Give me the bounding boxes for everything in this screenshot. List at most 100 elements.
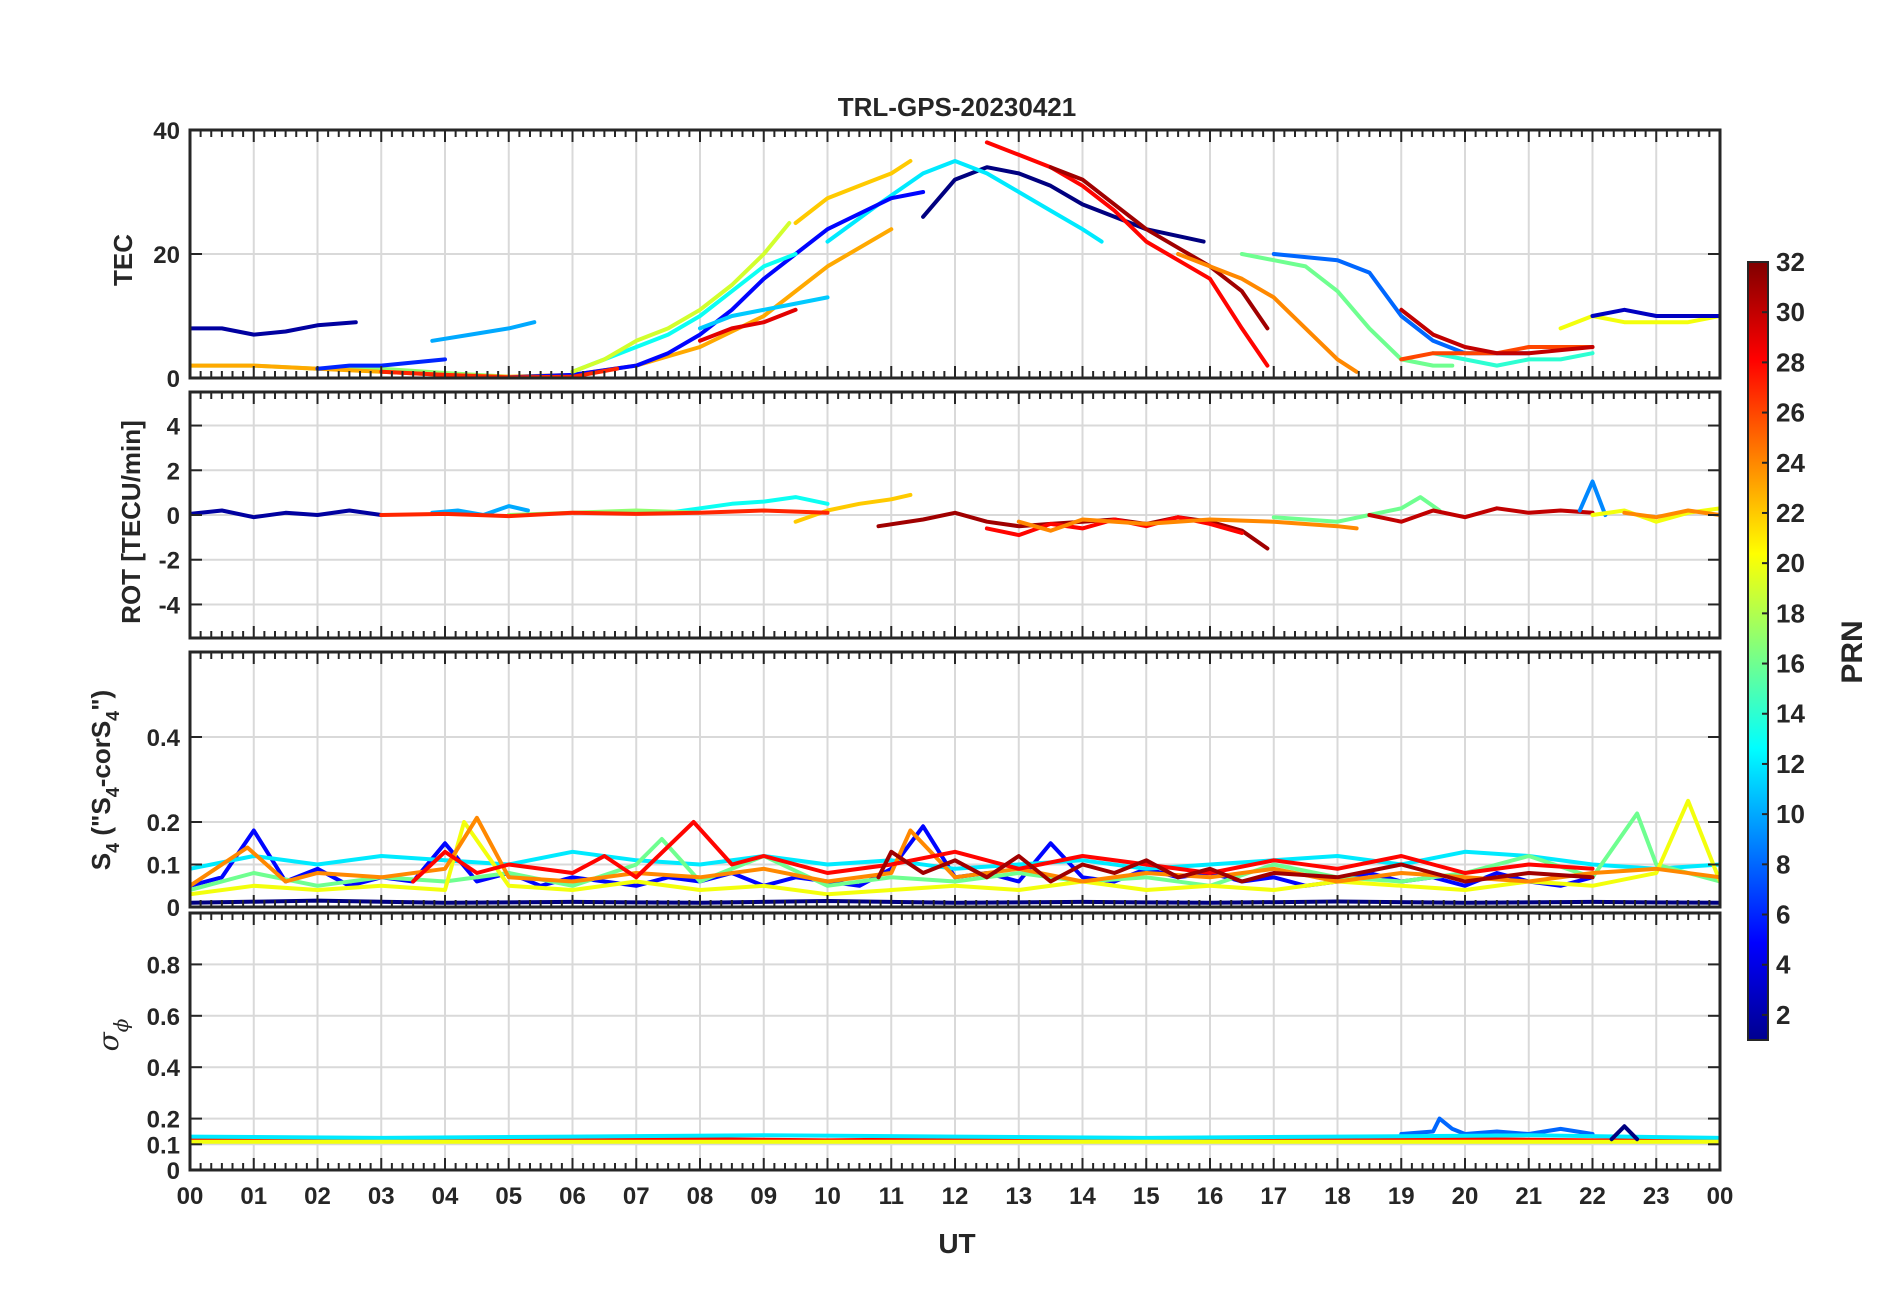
x-tick-label: 01 [240,1183,267,1210]
x-tick-label: 12 [942,1183,969,1210]
colorbar-tick-label: 12 [1776,749,1805,779]
y-tick-label: 0 [167,503,180,530]
series-line [1367,506,1595,524]
colorbar-tick-label: 16 [1776,649,1805,679]
colorbar-gradient [1747,261,1769,1041]
panels: 02040-4-202400.10.20.400.10.20.40.60.800… [147,118,1734,1210]
series-line [190,849,1720,871]
colorbar-tick-label: 2 [1776,1000,1790,1030]
y-tick-label: 0 [167,1158,180,1185]
ylabel-s4: S4 ("S4-corS4") [86,690,123,870]
series-line [984,140,1270,368]
series-line [666,495,830,515]
colorbar-tick-label: 32 [1776,247,1805,277]
x-tick-label: 14 [1069,1183,1096,1210]
ylabel-s4-mid: ("S [86,797,116,843]
colorbar-tick-label: 30 [1776,297,1805,327]
y-tick-label: 4 [167,414,181,441]
x-tick-label: 04 [432,1183,459,1210]
series-line [1609,1124,1640,1142]
series-group [190,140,1720,378]
y-tick-label: 20 [153,242,180,269]
x-tick-label: 18 [1324,1183,1351,1210]
series-line [1016,517,1359,533]
ylabel-sigma-main: σ [92,1031,125,1051]
series-line [190,1133,1720,1140]
x-tick-label: 13 [1005,1183,1032,1210]
colorbar-tick-label: 14 [1776,699,1805,729]
series-line [921,165,1206,244]
series-line [315,357,447,371]
panel-sigma_phi: 00.10.2 0.4 0.6 0.8 00 01 02 03 04 05 06 07 08 09 10 11… [147,911,1734,1210]
x-tick-label: 07 [623,1183,650,1210]
series-line [1622,508,1720,520]
series-line [698,295,830,331]
chart-title: TRL-GPS-20230421 [838,92,1076,122]
xlabel-ut: UT [938,1228,975,1259]
x-tick-label: 08 [687,1183,714,1210]
y-tick-label: 0.1 [147,853,180,880]
series-line [876,849,1595,884]
series-line [190,815,1720,888]
ylabel-s4-sub2: 4 [103,787,123,797]
x-tick-label: 23 [1643,1183,1670,1210]
panel-S4: 0 0.1 0.2 0.4 [147,650,1722,922]
y-tick-label: 0 [167,366,180,393]
y-tick-label: 0.2 [147,1107,180,1134]
y-tick-label: 0.4 [147,1055,181,1082]
series-line [1239,252,1455,368]
x-tick-label: 00 [1707,1183,1734,1210]
x-tick-label: 00 [177,1183,204,1210]
colorbar-tick-label: 6 [1776,900,1790,930]
colorbar-tick-label: 10 [1776,799,1805,829]
series-group [190,1116,1720,1144]
series-line [430,320,537,343]
series-line [411,820,1595,884]
x-tick-label: 06 [559,1183,586,1210]
y-tick-label: 0.1 [147,1132,180,1159]
y-tick-label: 0.4 [147,725,181,752]
series-line [1431,351,1595,368]
y-tick-label: 40 [153,118,180,145]
colorbar-tick-label: 26 [1776,398,1805,428]
x-tick-label: 17 [1260,1183,1287,1210]
series-group [190,479,1720,551]
ylabel-s4-main: S [86,853,116,870]
series-line [1577,479,1608,517]
series-line [570,221,792,374]
series-line [698,307,798,343]
colorbar-tick-label: 28 [1776,347,1805,377]
colorbar-tick-label: 24 [1776,448,1805,478]
y-tick-label: 0 [167,895,180,922]
ylabel-sigma: σϕ [92,1018,133,1051]
x-tick-label: 02 [304,1183,331,1210]
series-line [190,798,1720,897]
series-line [793,159,913,225]
series-line [190,508,384,520]
y-tick-label: -4 [159,592,181,619]
colorbar-tick-label: 18 [1776,598,1805,628]
x-tick-label: 16 [1197,1183,1224,1210]
x-tick-label: 22 [1579,1183,1606,1210]
y-tick-label: 0.8 [147,952,180,979]
colorbar-tick-label: 20 [1776,548,1805,578]
ylabel-s4-sub3: 4 [103,711,123,721]
series-line [1176,252,1359,374]
x-tick-label: 21 [1515,1183,1542,1210]
x-tick-label: 19 [1388,1183,1415,1210]
ylabel-tec: TEC [108,234,138,286]
series-line [1590,307,1720,318]
x-tick-label: 11 [879,1183,904,1210]
ylabel-s4-sub1: 4 [103,843,123,853]
svg-text:S4 ("S4-corS4"): S4 ("S4-corS4") [86,690,123,870]
ylabel-s4-mid2: -corS [86,721,116,787]
series-line [190,320,358,337]
y-tick-label: 0.2 [147,810,180,837]
panel-ROT: -4 -2 0 2 4 [159,390,1722,640]
y-tick-label: 2 [167,458,180,485]
y-tick-label: 0.6 [147,1004,180,1031]
ylabel-sigma-sub: ϕ [109,1018,133,1032]
